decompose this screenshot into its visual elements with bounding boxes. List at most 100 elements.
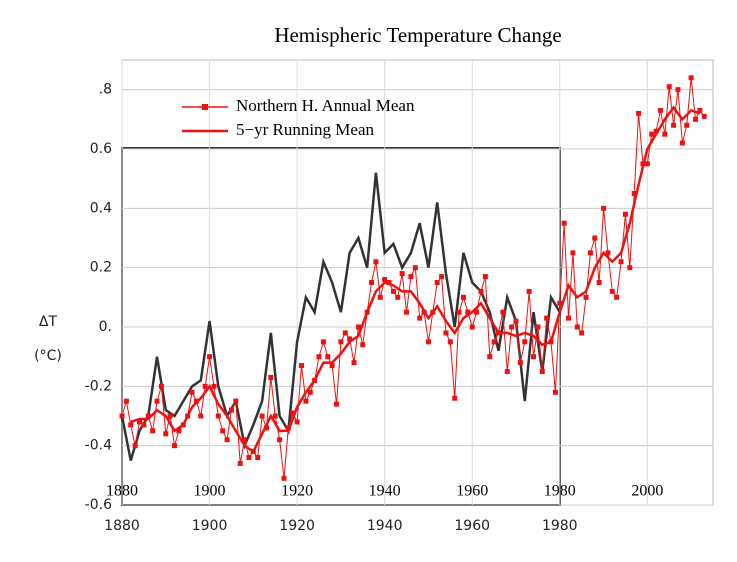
point bbox=[172, 443, 178, 449]
point bbox=[158, 383, 164, 389]
point bbox=[618, 259, 624, 265]
y-tick-label: -0.2 bbox=[85, 378, 112, 394]
point bbox=[491, 339, 497, 345]
point bbox=[329, 363, 335, 369]
point bbox=[220, 428, 226, 434]
point bbox=[207, 354, 213, 360]
point bbox=[679, 140, 685, 146]
point bbox=[320, 339, 326, 345]
point bbox=[163, 431, 169, 437]
point bbox=[587, 250, 593, 256]
point bbox=[701, 113, 707, 119]
point bbox=[513, 318, 519, 324]
point bbox=[360, 342, 366, 348]
point bbox=[692, 116, 698, 122]
point bbox=[570, 250, 576, 256]
point bbox=[666, 84, 672, 90]
point bbox=[566, 315, 572, 321]
point bbox=[657, 107, 663, 113]
point bbox=[609, 288, 615, 294]
point bbox=[150, 428, 156, 434]
point bbox=[425, 339, 431, 345]
y-tick-label: 0.2 bbox=[90, 260, 112, 276]
point bbox=[198, 413, 204, 419]
legend-label: Northern H. Annual Mean bbox=[236, 96, 415, 115]
point bbox=[561, 220, 567, 226]
point bbox=[465, 309, 471, 315]
point bbox=[189, 389, 195, 395]
point bbox=[662, 131, 668, 137]
point bbox=[316, 354, 322, 360]
point bbox=[224, 437, 230, 443]
point bbox=[636, 110, 642, 116]
point bbox=[671, 122, 677, 128]
old-x-tick-label: 1880 bbox=[104, 518, 140, 534]
point bbox=[294, 419, 300, 425]
point bbox=[557, 300, 563, 306]
point bbox=[601, 205, 607, 211]
point bbox=[552, 389, 558, 395]
point bbox=[443, 330, 449, 336]
point bbox=[487, 354, 493, 360]
y-tick-label: .8 bbox=[99, 82, 112, 98]
point bbox=[233, 398, 239, 404]
point bbox=[649, 131, 655, 137]
point bbox=[259, 413, 265, 419]
point bbox=[434, 280, 440, 285]
y-axis-unit: (°C) bbox=[34, 348, 62, 364]
point bbox=[452, 395, 458, 401]
point bbox=[281, 475, 287, 481]
point bbox=[605, 250, 611, 256]
point bbox=[535, 324, 541, 330]
chart-title: Hemispheric Temperature Change bbox=[274, 23, 561, 47]
point bbox=[154, 398, 160, 404]
point bbox=[246, 455, 252, 461]
point bbox=[123, 398, 129, 404]
point bbox=[237, 460, 243, 466]
old-x-tick-label: 1900 bbox=[192, 518, 228, 534]
point bbox=[347, 336, 353, 342]
point bbox=[342, 330, 348, 336]
y-tick-label: 0. bbox=[99, 319, 112, 335]
point bbox=[325, 354, 331, 360]
old-x-tick-label: 1920 bbox=[279, 518, 315, 534]
point bbox=[579, 330, 585, 336]
point bbox=[526, 288, 532, 294]
point bbox=[500, 309, 506, 315]
point bbox=[517, 360, 523, 366]
old-x-tick-label: 1960 bbox=[454, 518, 490, 534]
point bbox=[531, 354, 537, 360]
point bbox=[614, 294, 620, 300]
point bbox=[298, 363, 304, 369]
point bbox=[211, 383, 217, 389]
point bbox=[653, 128, 659, 134]
point bbox=[145, 413, 151, 419]
point bbox=[263, 425, 269, 431]
point bbox=[137, 419, 143, 425]
point bbox=[167, 413, 173, 419]
point bbox=[141, 422, 147, 428]
point bbox=[596, 280, 602, 285]
point bbox=[675, 87, 681, 93]
plot-frame bbox=[121, 59, 714, 506]
point bbox=[412, 265, 418, 271]
point bbox=[215, 413, 221, 419]
point bbox=[290, 410, 296, 416]
point bbox=[386, 280, 392, 285]
point bbox=[268, 374, 274, 380]
point bbox=[631, 191, 637, 196]
point bbox=[404, 309, 410, 315]
point bbox=[574, 324, 580, 330]
point bbox=[228, 407, 234, 413]
point bbox=[627, 265, 633, 271]
point bbox=[132, 443, 138, 449]
point bbox=[390, 288, 396, 294]
point bbox=[351, 360, 357, 366]
point bbox=[334, 401, 340, 407]
point bbox=[255, 455, 261, 461]
y-tick-label: 0.4 bbox=[90, 200, 112, 216]
legend-marker bbox=[202, 104, 208, 110]
point bbox=[504, 369, 510, 374]
